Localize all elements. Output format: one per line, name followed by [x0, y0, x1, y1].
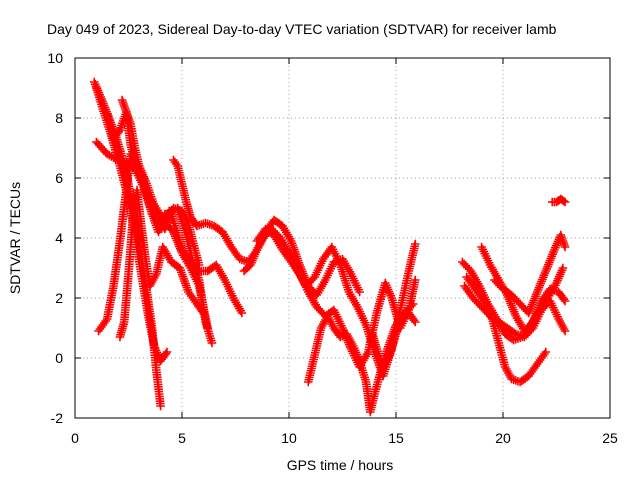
- data-point-marker: [560, 326, 570, 336]
- data-point-marker: [207, 338, 217, 348]
- data-point-marker: [410, 317, 420, 327]
- y-tick-label: 2: [55, 290, 63, 306]
- data-point-marker: [410, 275, 420, 285]
- x-tick-label: 0: [71, 430, 79, 446]
- series-arc-16: [490, 230, 570, 318]
- chart-title: Day 049 of 2023, Sidereal Day-to-day VTE…: [47, 21, 557, 37]
- data-point-marker: [560, 242, 570, 252]
- x-tick-label: 25: [602, 430, 618, 446]
- axis-ticks: 0 5 10 15 20 25 -2 0 2 4 6 8 10: [47, 50, 618, 446]
- data-point-marker: [410, 239, 420, 249]
- y-tick-label: 8: [55, 110, 63, 126]
- y-axis-label: SDTVAR / TECUs: [7, 182, 23, 294]
- x-axis-label: GPS time / hours: [287, 457, 394, 473]
- data-point-marker: [199, 308, 208, 318]
- data-point-marker: [408, 299, 418, 309]
- series-arc-5: [115, 185, 208, 342]
- series-arc-3: [92, 137, 217, 348]
- y-tick-label: 10: [47, 50, 63, 66]
- x-tick-label: 20: [495, 430, 511, 446]
- data-point-marker: [558, 263, 568, 273]
- data-point-marker: [559, 196, 568, 206]
- data-point-marker: [541, 347, 551, 357]
- series-arc-17: [460, 281, 570, 342]
- x-tick-label: 15: [388, 430, 404, 446]
- data-point-marker: [203, 323, 212, 333]
- data-marks: [89, 77, 570, 417]
- data-point-marker: [355, 287, 364, 297]
- series-arc-7: [117, 95, 247, 318]
- series-arc-12: [368, 308, 420, 372]
- y-tick-label: 6: [55, 170, 63, 186]
- y-tick-label: 0: [55, 350, 63, 366]
- y-tick-label: 4: [55, 230, 63, 246]
- y-tick-label: -2: [51, 410, 64, 426]
- x-tick-label: 10: [281, 430, 297, 446]
- series-arc-18: [547, 194, 570, 207]
- data-point-marker: [156, 401, 165, 411]
- data-point-marker: [560, 197, 570, 207]
- data-point-marker: [162, 347, 172, 357]
- data-point-marker: [560, 296, 570, 306]
- x-tick-label: 5: [178, 430, 186, 446]
- data-point-marker: [237, 308, 247, 318]
